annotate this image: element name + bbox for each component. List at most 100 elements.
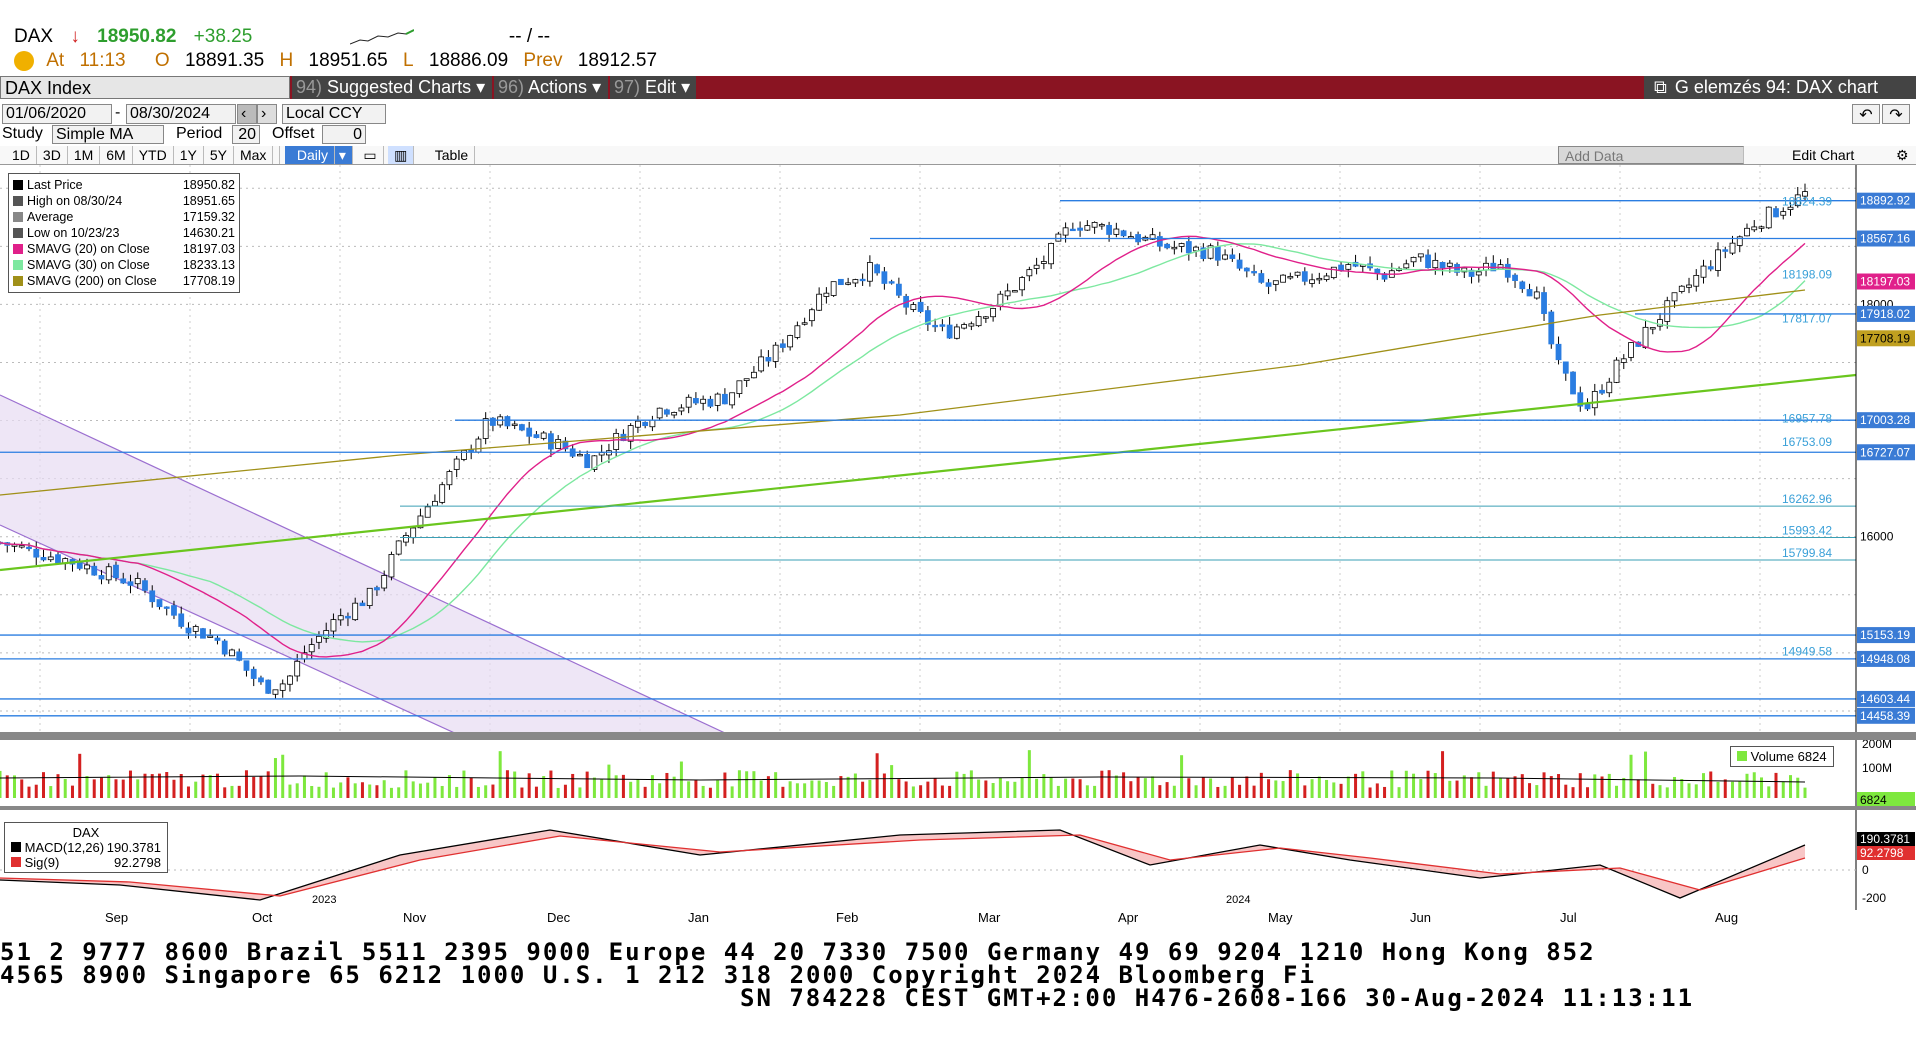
candle-body	[127, 581, 134, 586]
candle-body	[1519, 281, 1526, 290]
redo-icon[interactable]: ↷	[1882, 104, 1910, 124]
candle-body	[1693, 275, 1700, 287]
quote-time: 11:13	[79, 50, 126, 71]
volume-bar	[1180, 755, 1184, 798]
volume-bar	[1615, 785, 1619, 798]
range-tab-5y[interactable]: 5Y	[204, 146, 234, 164]
candle-body	[142, 580, 148, 591]
volume-bar	[832, 785, 836, 798]
candle-body	[1091, 222, 1098, 228]
candle-body	[678, 407, 685, 412]
settings-icon[interactable]: ⚙	[1896, 147, 1909, 163]
volume-legend[interactable]: Volume 6824	[1730, 746, 1834, 767]
candle-body	[1700, 265, 1707, 278]
candle-body	[1765, 206, 1772, 229]
suggested-charts-menu[interactable]: 94) Suggested Charts ▾	[292, 76, 492, 99]
start-date-input[interactable]: 01/06/2020	[2, 104, 112, 124]
range-tab-ytd[interactable]: YTD	[133, 146, 174, 164]
volume-bar	[411, 781, 415, 798]
x-axis-label: Sep	[105, 910, 129, 925]
candle-body	[743, 378, 750, 381]
candle-body	[562, 440, 569, 450]
chart-type-icon[interactable]: ▭	[357, 146, 384, 164]
volume-bar	[491, 784, 495, 798]
candle-body	[852, 279, 859, 284]
candle-body	[1127, 236, 1134, 239]
volume-tick: 200M	[1862, 740, 1892, 751]
end-date-input[interactable]: 08/30/2024	[126, 104, 236, 124]
frequency-select[interactable]: Daily ▾	[284, 146, 353, 164]
candle-body	[577, 453, 583, 457]
undo-icon[interactable]: ↶	[1852, 104, 1880, 124]
offset-input[interactable]: 0	[322, 125, 366, 144]
security-field[interactable]: DAX Index	[0, 76, 290, 99]
candle-body	[1323, 275, 1330, 280]
volume-bar	[1644, 751, 1648, 798]
low-value: 18886.09	[428, 50, 509, 71]
candle-body	[924, 310, 931, 325]
volume-bar	[1760, 777, 1764, 798]
volume-bar	[1027, 750, 1031, 798]
candle-body	[1120, 230, 1127, 237]
price-tag	[1857, 627, 1915, 644]
candle-type-icon[interactable]: ▥	[388, 146, 415, 164]
chart-legend[interactable]: Last Price 18950.82 High on 08/30/24 18951.…	[8, 173, 240, 293]
table-button[interactable]: Table	[429, 146, 476, 164]
candle-body	[1055, 233, 1062, 242]
volume-bar	[1535, 785, 1539, 798]
volume-bar	[1571, 787, 1575, 798]
prev-range-button[interactable]: ‹	[237, 104, 257, 124]
candle-body	[388, 554, 395, 578]
price-tag-label: 17708.19	[1860, 331, 1910, 345]
x-axis-label: Apr	[1118, 910, 1139, 925]
level-label: 18824.39	[1782, 195, 1832, 209]
signal-line	[0, 834, 1806, 897]
edit-menu[interactable]: 97) Edit ▾	[610, 76, 696, 99]
candle-body	[649, 419, 656, 428]
macd-line	[0, 829, 1806, 901]
volume-bar	[1194, 785, 1198, 798]
add-data-input[interactable]: Add Data	[1558, 146, 1744, 164]
volume-bar	[1470, 777, 1474, 798]
next-range-button[interactable]: ›	[257, 104, 277, 124]
edit-chart-button[interactable]: Edit Chart	[1792, 147, 1855, 163]
period-input[interactable]: 20	[232, 125, 260, 144]
candle-body	[946, 324, 953, 339]
volume-bar	[774, 772, 778, 798]
volume-bar	[629, 781, 633, 798]
volume-bar	[984, 780, 988, 798]
candle-body	[555, 439, 562, 449]
price-tag-label: 14603.44	[1860, 692, 1910, 706]
candle-body	[1294, 271, 1301, 276]
macd-legend[interactable]: DAX MACD(12,26) 190.3781 Sig(9) 92.2798	[4, 822, 168, 873]
actions-menu[interactable]: 96) Actions ▾	[494, 76, 608, 99]
volume-bar	[107, 775, 111, 798]
study-select[interactable]: Simple MA	[52, 125, 164, 144]
price-chart[interactable]: 18824.39 18198.09 17817.07 16957.78 16753.09…	[0, 165, 1916, 740]
volume-bar	[1549, 776, 1553, 798]
range-tab-1d[interactable]: 1D	[6, 146, 37, 164]
caret-down-icon: ▾	[476, 77, 486, 97]
level-label: 17817.07	[1782, 312, 1832, 326]
prev-label: Prev	[523, 50, 563, 71]
candle-body	[1671, 292, 1678, 302]
candle-body	[1309, 279, 1315, 284]
candle-body	[526, 427, 533, 437]
range-tab-3d[interactable]: 3D	[37, 146, 68, 164]
range-tab-1y[interactable]: 1Y	[174, 146, 204, 164]
volume-bar	[172, 779, 176, 798]
candle-body	[1758, 226, 1765, 229]
volume-bar	[752, 771, 756, 798]
candle-body	[1048, 243, 1055, 265]
currency-select[interactable]: Local CCY	[282, 104, 386, 124]
candle-body	[1251, 271, 1257, 274]
volume-bar	[1259, 772, 1263, 798]
volume-bar	[288, 784, 292, 798]
candle-body	[1149, 234, 1156, 240]
volume-bar	[1607, 773, 1611, 798]
range-tab-1m[interactable]: 1M	[68, 146, 101, 164]
price-tag	[1857, 230, 1915, 247]
volume-swatch	[1737, 751, 1747, 761]
range-tab-6m[interactable]: 6M	[100, 146, 133, 164]
range-tab-max[interactable]: Max	[234, 146, 274, 164]
